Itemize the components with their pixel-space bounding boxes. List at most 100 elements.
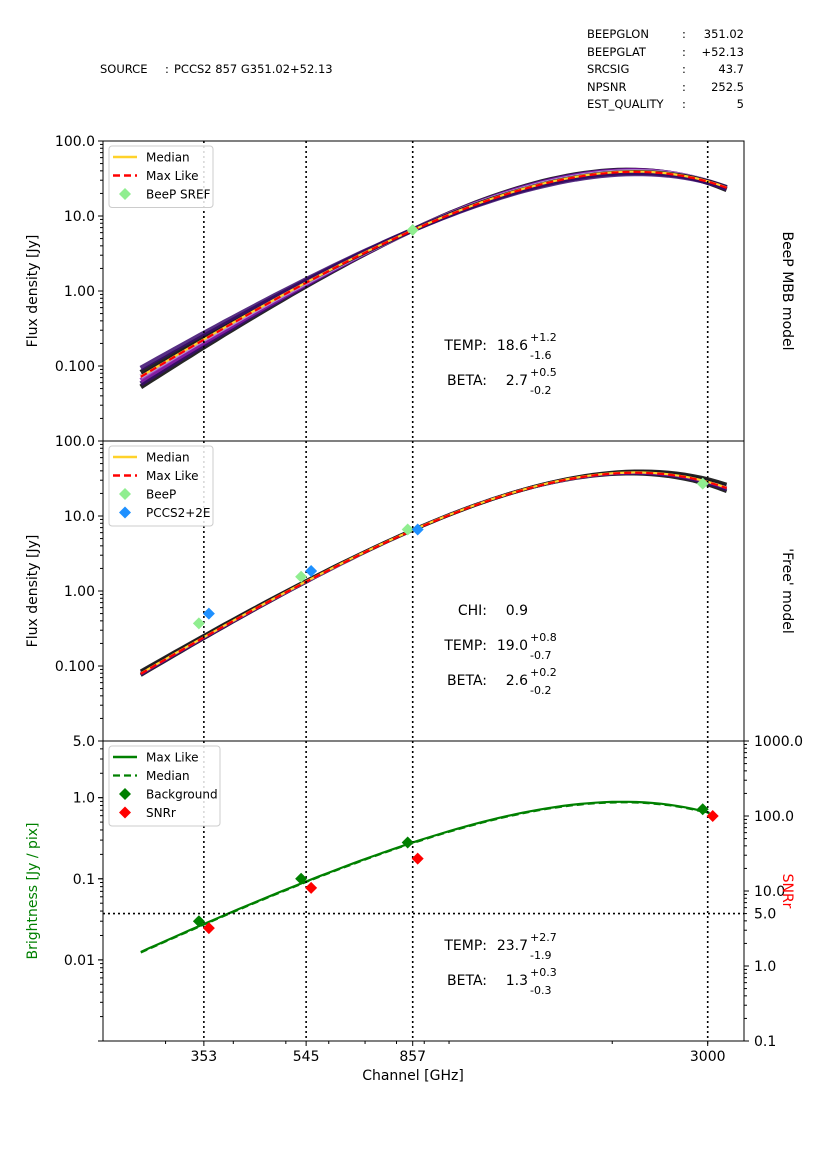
- legend: Max Like Median Background SNRr: [108, 745, 221, 827]
- ensemble-band: [139, 469, 728, 677]
- beep-point: [696, 477, 709, 490]
- legend: Median Max Like BeeP PCCS2+2E: [108, 445, 214, 527]
- snr-point: [411, 852, 424, 865]
- right-tick-label: 10.0: [754, 884, 785, 900]
- right-tick-label: 5.0: [754, 907, 776, 923]
- beep-point: [401, 523, 414, 536]
- right-axis-label: BeeP MBB model: [779, 231, 795, 350]
- y-tick-label: 1.00: [64, 584, 95, 600]
- annotation-label: BETA:: [447, 673, 487, 689]
- annotation-label: BETA:: [447, 973, 487, 989]
- beep-sref-point: [406, 224, 419, 237]
- x-tick-label: 857: [399, 1049, 426, 1065]
- annotation-minus: -1.9: [530, 949, 551, 962]
- y-axis-label: Flux density [Jy]: [25, 535, 41, 648]
- annotation-value: 19.0: [497, 638, 528, 654]
- annotation-plus: +0.8: [530, 631, 557, 644]
- ensemble-curve: [139, 169, 728, 375]
- annotation-value: 1.3: [506, 973, 528, 989]
- field-separator: :: [682, 97, 686, 111]
- annotation-label: TEMP:: [443, 938, 487, 954]
- field-key: BEEPGLAT: [587, 45, 646, 59]
- y-tick-label: 100.0: [55, 434, 95, 450]
- legend-label: Median: [146, 151, 190, 165]
- y-tick-label: 10.0: [64, 509, 95, 525]
- annotation-minus: -0.2: [530, 384, 551, 397]
- field-key: EST_QUALITY: [587, 97, 664, 111]
- field-key: SRCSIG: [587, 62, 630, 76]
- annotation-value: 2.7: [506, 373, 528, 389]
- annotation-label: TEMP:: [443, 338, 487, 354]
- annotation-value: 23.7: [497, 938, 528, 954]
- ensemble-band: [139, 167, 728, 389]
- legend-frame: [108, 445, 214, 527]
- maxlike-curve: [140, 800, 710, 954]
- annotation-minus: -0.7: [530, 649, 551, 662]
- y-tick-label: 100.0: [55, 134, 95, 150]
- field-value: 252.5: [711, 80, 744, 94]
- snr-point: [305, 881, 318, 894]
- legend-label: SNRr: [146, 806, 176, 820]
- legend-frame: [108, 145, 214, 208]
- annotation-minus: -0.2: [530, 684, 551, 697]
- y-tick-label: 0.100: [55, 359, 95, 375]
- source-separator: :: [165, 62, 169, 76]
- right-axis-label: 'Free' model: [779, 548, 795, 633]
- y-tick-label: 1.0: [73, 791, 95, 807]
- field-value: 43.7: [718, 62, 744, 76]
- annotation-minus: -1.6: [530, 349, 551, 362]
- background-point: [401, 836, 414, 849]
- snr-point: [706, 810, 719, 822]
- field-value: 351.02: [703, 27, 744, 41]
- legend-label: Max Like: [146, 751, 199, 765]
- right-tick-label: 100.0: [754, 809, 794, 825]
- ensemble-curve: [139, 469, 728, 673]
- legend-marker: [119, 188, 131, 200]
- y-tick-label: 0.100: [55, 659, 95, 675]
- ensemble-curve: [139, 171, 728, 371]
- field-separator: :: [682, 45, 686, 59]
- y-tick-label: 10.0: [64, 209, 95, 225]
- ensemble-curve: [139, 470, 728, 674]
- legend-frame: [108, 745, 221, 827]
- source-value: PCCS2 857 G351.02+52.13: [174, 62, 333, 76]
- background-point: [192, 915, 205, 928]
- legend-label: Background: [146, 788, 218, 802]
- ensemble-curve: [139, 167, 728, 386]
- ensemble-curve: [139, 472, 728, 677]
- maxlike-curve: [140, 471, 727, 675]
- annotation-value: 0.9: [506, 603, 528, 619]
- median-curve: [140, 471, 727, 675]
- pccs-point: [202, 607, 215, 620]
- annotation-plus: +0.2: [530, 666, 557, 679]
- annotation-plus: +1.2: [530, 331, 557, 344]
- annotation-label: BETA:: [447, 373, 487, 389]
- field-value: +52.13: [701, 45, 744, 59]
- legend-marker: [119, 506, 131, 519]
- beep-point: [295, 570, 308, 583]
- legend-label: Max Like: [146, 169, 199, 183]
- field-value: 5: [736, 97, 744, 111]
- annotation-label: TEMP:: [443, 638, 487, 654]
- legend: Median Max Like BeeP SREF: [108, 145, 214, 208]
- panel-free: 100.0 10.0 1.00 0.100 Flux density [Jy] 'Free…: [25, 434, 795, 742]
- ensemble-curve: [139, 167, 728, 389]
- right-tick-label: 0.1: [754, 1034, 776, 1050]
- maxlike-curve: [140, 170, 727, 378]
- snr-point: [202, 922, 215, 935]
- annotation-plus: +0.5: [530, 366, 557, 379]
- ensemble-curve: [139, 471, 728, 676]
- y-tick-label: 0.01: [64, 953, 95, 969]
- legend-label: Median: [146, 769, 190, 783]
- panel-background: 5.0 1.0 0.1 0.01 1000.0 100.0 10.0 5.0 1.0 0.1 Bri…: [25, 734, 803, 1050]
- annotation-plus: +0.3: [530, 966, 557, 979]
- panel-mbb: 100.0 10.0 1.00 0.100 Flux density [Jy] BeeP …: [25, 134, 795, 442]
- x-axis-label: Channel [GHz]: [362, 1068, 464, 1084]
- beep-point: [192, 617, 205, 630]
- y-tick-label: 1.00: [64, 284, 95, 300]
- field-separator: :: [682, 62, 686, 76]
- annotation-label: CHI:: [458, 603, 487, 619]
- background-point: [295, 872, 308, 885]
- field-separator: :: [682, 27, 686, 41]
